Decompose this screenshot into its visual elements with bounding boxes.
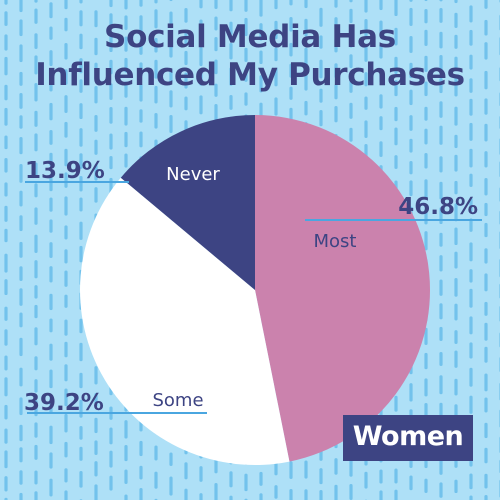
slice-label-some: Some bbox=[152, 390, 203, 411]
segment-badge: Women bbox=[343, 415, 473, 461]
slice-value-most: 46.8% bbox=[398, 194, 478, 220]
chart-title-line-2: Influenced My Purchases bbox=[35, 57, 465, 93]
slice-value-some: 39.2% bbox=[24, 390, 104, 416]
chart-title-line-1: Social Media Has bbox=[104, 19, 396, 55]
slice-value-never: 13.9% bbox=[25, 158, 105, 184]
pie-slice-most bbox=[255, 114, 431, 462]
pie-slice-never bbox=[120, 115, 256, 290]
slice-label-most: Most bbox=[314, 231, 357, 252]
chart-title: Social Media Has Influenced My Purchases bbox=[0, 18, 500, 94]
slice-label-never: Never bbox=[166, 164, 220, 185]
pie-slice-some bbox=[79, 177, 290, 466]
